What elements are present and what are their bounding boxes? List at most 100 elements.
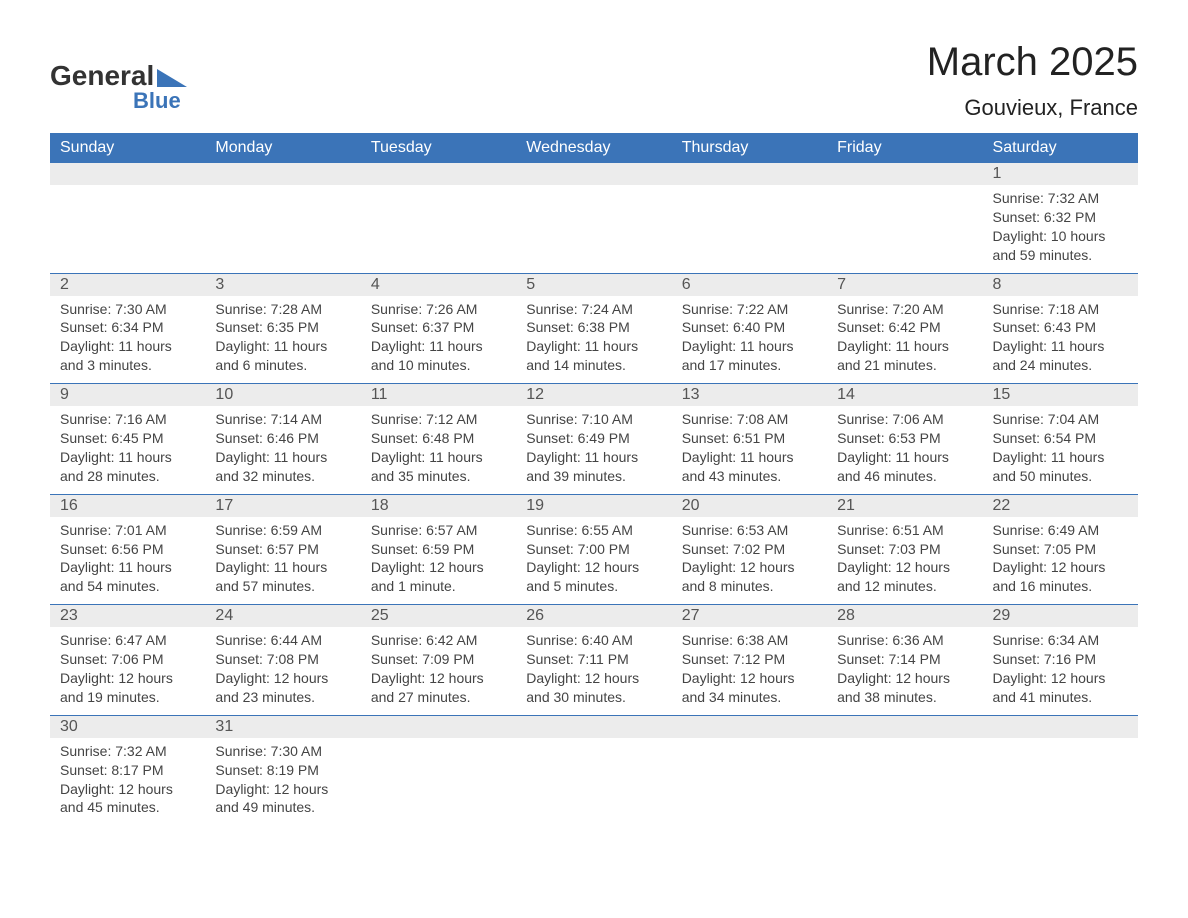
day-cell	[50, 163, 205, 273]
day-number: 29	[983, 605, 1138, 627]
sunset-line: Sunset: 6:59 PM	[371, 540, 506, 559]
day-cell: 2Sunrise: 7:30 AMSunset: 6:34 PMDaylight…	[50, 274, 205, 384]
day-cell	[827, 163, 982, 273]
day-body: Sunrise: 7:30 AMSunset: 8:19 PMDaylight:…	[205, 738, 360, 826]
daylight-line: and 34 minutes.	[682, 688, 817, 707]
sunrise-line: Sunrise: 7:32 AM	[993, 189, 1128, 208]
day-cell: 20Sunrise: 6:53 AMSunset: 7:02 PMDayligh…	[672, 495, 827, 605]
week-row: 9Sunrise: 7:16 AMSunset: 6:45 PMDaylight…	[50, 383, 1138, 494]
daylight-line: and 49 minutes.	[215, 798, 350, 817]
daylight-line: Daylight: 12 hours	[60, 780, 195, 799]
day-body: Sunrise: 6:51 AMSunset: 7:03 PMDaylight:…	[827, 517, 982, 605]
day-body: Sunrise: 6:47 AMSunset: 7:06 PMDaylight:…	[50, 627, 205, 715]
day-number: 28	[827, 605, 982, 627]
daylight-line: Daylight: 12 hours	[682, 558, 817, 577]
daylight-line: and 21 minutes.	[837, 356, 972, 375]
daylight-line: Daylight: 12 hours	[215, 780, 350, 799]
day-body	[983, 738, 1138, 750]
daylight-line: Daylight: 12 hours	[682, 669, 817, 688]
sunrise-line: Sunrise: 7:22 AM	[682, 300, 817, 319]
day-body	[205, 185, 360, 197]
sunrise-line: Sunrise: 6:49 AM	[993, 521, 1128, 540]
day-number: 1	[983, 163, 1138, 185]
daylight-line: and 50 minutes.	[993, 467, 1128, 486]
week-row: 23Sunrise: 6:47 AMSunset: 7:06 PMDayligh…	[50, 604, 1138, 715]
day-cell: 10Sunrise: 7:14 AMSunset: 6:46 PMDayligh…	[205, 384, 360, 494]
day-cell: 23Sunrise: 6:47 AMSunset: 7:06 PMDayligh…	[50, 605, 205, 715]
day-body	[361, 185, 516, 197]
day-number: 11	[361, 384, 516, 406]
day-body	[827, 738, 982, 750]
sunrise-line: Sunrise: 6:47 AM	[60, 631, 195, 650]
sunset-line: Sunset: 8:17 PM	[60, 761, 195, 780]
daylight-line: and 19 minutes.	[60, 688, 195, 707]
daylight-line: Daylight: 12 hours	[837, 558, 972, 577]
day-body: Sunrise: 6:53 AMSunset: 7:02 PMDaylight:…	[672, 517, 827, 605]
day-body: Sunrise: 6:57 AMSunset: 6:59 PMDaylight:…	[361, 517, 516, 605]
sunset-line: Sunset: 6:53 PM	[837, 429, 972, 448]
day-number: 10	[205, 384, 360, 406]
day-header: Friday	[827, 133, 982, 163]
day-cell: 1Sunrise: 7:32 AMSunset: 6:32 PMDaylight…	[983, 163, 1138, 273]
day-cell	[672, 163, 827, 273]
daylight-line: Daylight: 11 hours	[60, 558, 195, 577]
daylight-line: Daylight: 12 hours	[993, 558, 1128, 577]
daylight-line: Daylight: 11 hours	[526, 448, 661, 467]
daylight-line: and 8 minutes.	[682, 577, 817, 596]
day-cell	[516, 163, 671, 273]
day-body: Sunrise: 6:40 AMSunset: 7:11 PMDaylight:…	[516, 627, 671, 715]
daylight-line: Daylight: 11 hours	[371, 337, 506, 356]
day-body: Sunrise: 7:26 AMSunset: 6:37 PMDaylight:…	[361, 296, 516, 384]
day-body: Sunrise: 7:28 AMSunset: 6:35 PMDaylight:…	[205, 296, 360, 384]
day-cell: 7Sunrise: 7:20 AMSunset: 6:42 PMDaylight…	[827, 274, 982, 384]
logo: General Blue	[50, 60, 187, 114]
daylight-line: Daylight: 11 hours	[60, 448, 195, 467]
day-header: Tuesday	[361, 133, 516, 163]
day-number	[361, 716, 516, 738]
daylight-line: Daylight: 12 hours	[837, 669, 972, 688]
day-number: 22	[983, 495, 1138, 517]
day-body: Sunrise: 7:12 AMSunset: 6:48 PMDaylight:…	[361, 406, 516, 494]
day-header: Monday	[205, 133, 360, 163]
title-block: March 2025 Gouvieux, France	[927, 40, 1138, 121]
day-number: 4	[361, 274, 516, 296]
day-number	[516, 163, 671, 185]
day-number: 27	[672, 605, 827, 627]
day-number: 2	[50, 274, 205, 296]
day-number	[983, 716, 1138, 738]
day-number	[361, 163, 516, 185]
logo-name: General	[50, 60, 154, 92]
daylight-line: and 30 minutes.	[526, 688, 661, 707]
day-cell: 31Sunrise: 7:30 AMSunset: 8:19 PMDayligh…	[205, 716, 360, 826]
sunset-line: Sunset: 6:57 PM	[215, 540, 350, 559]
day-number: 23	[50, 605, 205, 627]
day-body: Sunrise: 6:34 AMSunset: 7:16 PMDaylight:…	[983, 627, 1138, 715]
day-number: 15	[983, 384, 1138, 406]
sunset-line: Sunset: 7:16 PM	[993, 650, 1128, 669]
day-body	[516, 738, 671, 750]
daylight-line: and 27 minutes.	[371, 688, 506, 707]
day-number: 30	[50, 716, 205, 738]
sunrise-line: Sunrise: 7:10 AM	[526, 410, 661, 429]
day-number: 24	[205, 605, 360, 627]
day-cell	[983, 716, 1138, 826]
day-cell	[672, 716, 827, 826]
sunset-line: Sunset: 6:40 PM	[682, 318, 817, 337]
day-body	[361, 738, 516, 750]
daylight-line: and 5 minutes.	[526, 577, 661, 596]
sunset-line: Sunset: 6:48 PM	[371, 429, 506, 448]
day-cell: 26Sunrise: 6:40 AMSunset: 7:11 PMDayligh…	[516, 605, 671, 715]
sunset-line: Sunset: 7:06 PM	[60, 650, 195, 669]
daylight-line: and 35 minutes.	[371, 467, 506, 486]
location: Gouvieux, France	[927, 95, 1138, 121]
day-body: Sunrise: 7:16 AMSunset: 6:45 PMDaylight:…	[50, 406, 205, 494]
day-header: Thursday	[672, 133, 827, 163]
day-header-row: SundayMondayTuesdayWednesdayThursdayFrid…	[50, 133, 1138, 163]
day-cell: 6Sunrise: 7:22 AMSunset: 6:40 PMDaylight…	[672, 274, 827, 384]
sunset-line: Sunset: 7:03 PM	[837, 540, 972, 559]
day-cell: 28Sunrise: 6:36 AMSunset: 7:14 PMDayligh…	[827, 605, 982, 715]
day-body: Sunrise: 7:04 AMSunset: 6:54 PMDaylight:…	[983, 406, 1138, 494]
sunrise-line: Sunrise: 7:04 AM	[993, 410, 1128, 429]
sunrise-line: Sunrise: 7:28 AM	[215, 300, 350, 319]
day-cell: 24Sunrise: 6:44 AMSunset: 7:08 PMDayligh…	[205, 605, 360, 715]
